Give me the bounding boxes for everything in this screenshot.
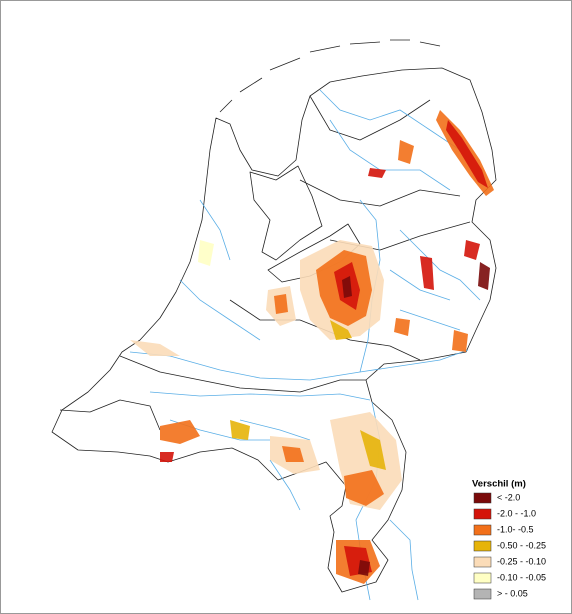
patch — [198, 240, 214, 266]
patch — [394, 318, 410, 336]
ijsselmeer — [249, 165, 323, 261]
patch — [368, 168, 386, 178]
legend-swatch — [473, 508, 492, 520]
patch — [130, 340, 180, 356]
legend-label: -0.50 - -0.25 — [497, 540, 546, 550]
patch — [360, 430, 386, 470]
rivers-boundary — [119, 355, 366, 393]
patch — [398, 140, 414, 164]
patch — [160, 452, 174, 462]
country-outline — [51, 67, 497, 593]
legend-swatch — [473, 556, 492, 568]
patch — [274, 294, 288, 314]
legend-label: > - 0.05 — [497, 588, 528, 598]
patch — [452, 330, 468, 352]
patch — [478, 262, 490, 290]
legend-swatch — [473, 588, 492, 600]
patch — [344, 470, 384, 506]
patch — [342, 276, 352, 298]
legend-label: -0.10 - -0.05 — [497, 572, 546, 582]
legend-label: -1.0- -0.5 — [497, 524, 534, 534]
legend-swatch — [473, 492, 492, 504]
patch — [464, 240, 480, 260]
patch — [420, 256, 434, 290]
patch — [160, 420, 200, 444]
patch — [358, 560, 370, 576]
wadden-islands — [219, 39, 441, 113]
legend-label: -2.0 - -1.0 — [497, 508, 536, 518]
patch — [330, 320, 352, 340]
legend-swatch — [473, 540, 492, 552]
legend-label: < -2.0 — [497, 492, 520, 502]
patch — [446, 120, 488, 188]
patch — [282, 446, 304, 462]
difference-patches — [130, 110, 494, 584]
legend-title: Verschil (m) — [472, 479, 526, 490]
legend-swatch — [473, 572, 492, 584]
legend-swatch — [473, 524, 492, 536]
patch — [230, 420, 250, 440]
legend: Verschil (m) < -2.0 -2.0 - -1.0 -1.0- -0.5… — [472, 479, 546, 600]
legend-label: -0.25 - -0.10 — [497, 556, 546, 566]
